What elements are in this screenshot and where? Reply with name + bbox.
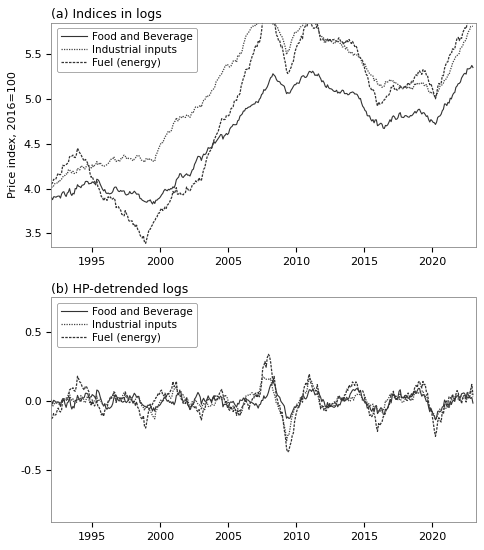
Line: Industrial inputs: Industrial inputs — [51, 377, 473, 441]
Industrial inputs — [118, 394, 123, 401]
Food and Beverage — [102, 186, 107, 193]
Fuel (energy) — [266, 351, 272, 358]
Food and Beverage — [359, 100, 364, 106]
Fuel (energy) — [359, 56, 364, 63]
Industrial inputs — [102, 402, 107, 408]
Industrial inputs — [266, 6, 272, 12]
Line: Industrial inputs: Industrial inputs — [51, 8, 473, 188]
Text: (a) Indices in logs: (a) Indices in logs — [51, 8, 162, 21]
Industrial inputs — [470, 23, 476, 30]
Industrial inputs — [470, 393, 476, 400]
Legend: Food and Beverage, Industrial inputs, Fuel (energy): Food and Beverage, Industrial inputs, Fu… — [57, 28, 197, 72]
Fuel (energy) — [102, 195, 107, 202]
Industrial inputs — [119, 156, 125, 162]
Food and Beverage — [150, 201, 155, 207]
Fuel (energy) — [470, 7, 476, 14]
Industrial inputs — [48, 401, 54, 408]
Fuel (energy) — [102, 407, 107, 414]
Food and Beverage — [118, 395, 123, 402]
Fuel (energy) — [470, 392, 476, 398]
Fuel (energy) — [191, 403, 197, 409]
Industrial inputs — [463, 36, 469, 43]
Food and Beverage — [359, 393, 364, 399]
Food and Beverage — [118, 187, 123, 194]
Industrial inputs — [264, 376, 270, 382]
Line: Fuel (energy): Fuel (energy) — [51, 354, 473, 452]
Fuel (energy) — [143, 240, 149, 246]
Food and Beverage — [470, 64, 476, 71]
Food and Beverage — [192, 161, 197, 168]
Industrial inputs — [261, 4, 267, 11]
Fuel (energy) — [192, 180, 197, 187]
Line: Food and Beverage: Food and Beverage — [51, 65, 473, 204]
Industrial inputs — [463, 394, 469, 401]
Fuel (energy) — [360, 388, 365, 394]
Industrial inputs — [284, 438, 289, 444]
Fuel (energy) — [264, 7, 270, 13]
Line: Food and Beverage: Food and Beverage — [51, 381, 473, 420]
Food and Beverage — [263, 394, 269, 400]
Food and Beverage — [48, 194, 54, 201]
Industrial inputs — [261, 373, 267, 380]
Food and Beverage — [264, 84, 270, 90]
Industrial inputs — [360, 62, 365, 68]
Food and Beverage — [462, 70, 468, 76]
Food and Beverage — [270, 377, 276, 384]
Food and Beverage — [433, 416, 439, 423]
Fuel (energy) — [48, 415, 54, 422]
Text: (b) HP-detrended logs: (b) HP-detrended logs — [51, 283, 189, 296]
Food and Beverage — [470, 400, 476, 406]
Industrial inputs — [192, 106, 197, 112]
Food and Beverage — [191, 401, 197, 408]
Fuel (energy) — [118, 207, 123, 213]
Fuel (energy) — [263, 364, 269, 371]
Legend: Food and Beverage, Industrial inputs, Fuel (energy): Food and Beverage, Industrial inputs, Fu… — [57, 302, 197, 347]
Industrial inputs — [48, 184, 54, 190]
Industrial inputs — [103, 162, 109, 169]
Fuel (energy) — [118, 395, 123, 402]
Industrial inputs — [191, 401, 197, 408]
Fuel (energy) — [48, 181, 54, 188]
Fuel (energy) — [463, 399, 469, 405]
Food and Beverage — [102, 400, 107, 407]
Industrial inputs — [360, 398, 365, 405]
Y-axis label: Price index, 2016=100: Price index, 2016=100 — [8, 72, 18, 198]
Fuel (energy) — [469, 3, 475, 9]
Food and Beverage — [469, 62, 475, 69]
Fuel (energy) — [462, 24, 468, 31]
Fuel (energy) — [285, 449, 290, 455]
Industrial inputs — [49, 184, 55, 191]
Food and Beverage — [463, 395, 469, 402]
Line: Fuel (energy): Fuel (energy) — [51, 6, 473, 243]
Food and Beverage — [48, 397, 54, 403]
